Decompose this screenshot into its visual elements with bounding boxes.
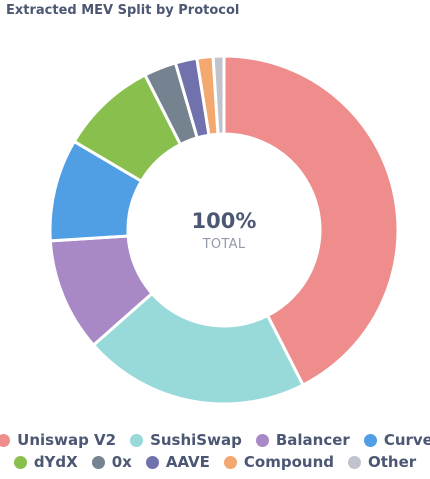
legend-row-1: Uniswap V2 SushiSwap Balancer Curve <box>0 431 430 449</box>
legend-label-curve: Curve <box>383 431 430 449</box>
legend-item-uniswap-v2[interactable]: Uniswap V2 <box>0 431 116 449</box>
legend-item-other[interactable]: Other <box>348 453 416 471</box>
legend-row-2: dYdX 0x AAVE Compound Other <box>0 453 430 471</box>
legend-item-balancer[interactable]: Balancer <box>255 431 350 449</box>
legend-label-balancer: Balancer <box>275 431 350 449</box>
legend-label-dydx: dYdX <box>33 453 78 471</box>
donut-slice-other[interactable] <box>211 54 226 136</box>
legend-label-uniswap-v2: Uniswap V2 <box>17 431 117 449</box>
legend-swatch-0x <box>91 455 105 469</box>
donut-slice-uniswap-v2[interactable] <box>222 54 400 387</box>
legend-swatch-dydx <box>13 455 27 469</box>
legend-label-0x: 0x <box>111 453 132 471</box>
legend-label-aave: AAVE <box>165 453 210 471</box>
legend-label-sushiswap: SushiSwap <box>150 431 242 449</box>
legend-swatch-curve <box>363 433 377 447</box>
legend-swatch-other <box>348 455 361 469</box>
legend-label-compound: Compound <box>243 453 334 471</box>
chart-title: Extracted MEV Split by Protocol <box>6 3 240 18</box>
legend-swatch-compound <box>223 455 237 469</box>
legend-item-curve[interactable]: Curve <box>363 431 430 449</box>
center-total-value: 100% <box>191 209 257 233</box>
donut-slice-sushiswap[interactable] <box>91 291 305 406</box>
legend-label-other: Other <box>368 453 417 471</box>
legend-item-aave[interactable]: AAVE <box>145 453 210 471</box>
legend-swatch-sushiswap <box>130 433 144 447</box>
legend-swatch-aave <box>145 455 159 469</box>
legend-item-0x[interactable]: 0x <box>91 453 132 471</box>
legend-item-compound[interactable]: Compound <box>223 453 334 471</box>
legend-item-dydx[interactable]: dYdX <box>13 453 78 471</box>
center-total-label: TOTAL <box>202 237 246 252</box>
legend-swatch-balancer <box>255 433 269 447</box>
legend-swatch-uniswap-v2 <box>0 433 11 447</box>
legend-item-sushiswap[interactable]: SushiSwap <box>130 431 242 449</box>
